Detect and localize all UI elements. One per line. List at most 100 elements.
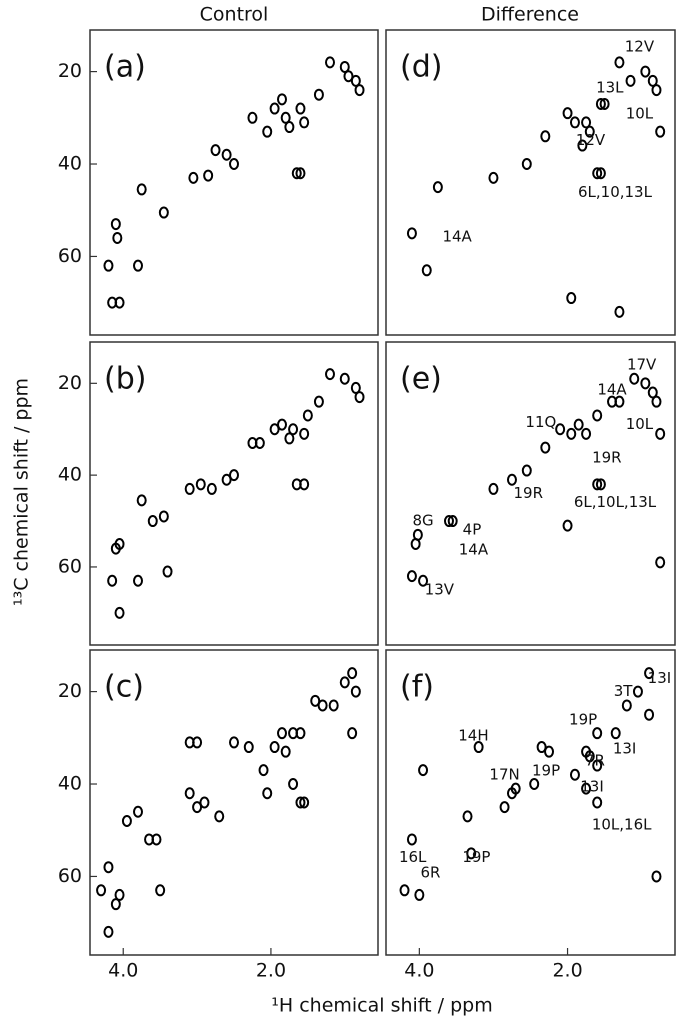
y-axis-label: ¹³C chemical shift / ppm — [11, 378, 33, 606]
peak — [406, 570, 417, 583]
peak — [295, 167, 306, 180]
peak — [136, 183, 147, 196]
annotation: 14A — [459, 540, 489, 558]
peak — [651, 84, 662, 97]
peak — [399, 884, 410, 897]
peak — [269, 102, 280, 115]
peak — [406, 833, 417, 846]
peak — [114, 296, 125, 309]
peak — [432, 181, 443, 194]
peak — [151, 833, 162, 846]
peak — [288, 778, 299, 791]
peak — [214, 810, 225, 823]
peak — [269, 741, 280, 754]
peak — [473, 741, 484, 754]
peak — [288, 423, 299, 436]
peak — [506, 473, 517, 486]
peak — [621, 699, 632, 712]
peak — [184, 787, 195, 800]
peak — [510, 782, 521, 795]
panel-title: (d) — [400, 50, 442, 85]
peak — [110, 898, 121, 911]
peak — [540, 130, 551, 143]
annotation: 10L — [626, 105, 654, 123]
panel-title: (c) — [104, 670, 144, 705]
peak — [354, 391, 365, 404]
peak — [569, 116, 580, 129]
peak — [592, 759, 603, 772]
peak — [103, 925, 114, 938]
peak — [655, 125, 666, 138]
peak — [269, 423, 280, 436]
peak — [229, 158, 239, 171]
peak — [107, 574, 118, 587]
peak — [632, 685, 643, 698]
peak — [299, 478, 310, 491]
peak — [158, 510, 169, 523]
peak — [644, 708, 655, 721]
peak — [350, 381, 361, 394]
peak — [339, 676, 350, 689]
y-tick-label: 20 — [58, 680, 82, 702]
peak — [536, 741, 547, 754]
peak — [350, 74, 361, 87]
peak — [313, 88, 324, 101]
peak — [651, 870, 662, 883]
peak — [414, 888, 425, 901]
y-tick-label: 60 — [58, 245, 82, 267]
annotation: 14A — [442, 228, 472, 246]
panel-title: (b) — [104, 362, 146, 397]
annotation: 13I — [648, 669, 672, 687]
peak — [277, 418, 287, 431]
peak — [488, 482, 499, 495]
x-axis-label: ¹H chemical shift / ppm — [271, 995, 492, 1017]
peak — [610, 727, 621, 740]
peak — [566, 427, 577, 440]
panel-frame — [385, 649, 676, 956]
peak — [347, 667, 358, 680]
annotation: 13I — [613, 739, 637, 757]
panel-frame — [89, 29, 379, 336]
peak — [277, 727, 287, 740]
peak — [644, 667, 655, 680]
annotation: 19P — [532, 762, 560, 780]
annotation: 4P — [463, 521, 482, 539]
peak — [466, 847, 477, 860]
peak — [350, 685, 361, 698]
peak — [262, 125, 273, 138]
peak — [133, 259, 143, 272]
annotation: 14A — [597, 381, 627, 399]
peak — [295, 796, 306, 809]
panel-title: (a) — [104, 50, 146, 85]
peak — [640, 377, 651, 390]
annotation: 8G — [412, 512, 433, 530]
peak — [592, 727, 603, 740]
annotation: 19R — [514, 484, 544, 502]
peak — [614, 305, 625, 318]
peak — [96, 884, 107, 897]
annotation: 14H — [458, 726, 488, 744]
peak — [210, 144, 221, 157]
peak — [155, 884, 166, 897]
annotation: 17V — [627, 355, 657, 373]
annotation: 7R — [585, 751, 605, 769]
peak — [562, 107, 573, 120]
peak — [540, 441, 551, 454]
peak — [221, 473, 232, 486]
peak — [147, 515, 158, 528]
peak — [188, 171, 199, 184]
annotation: 16L — [399, 848, 427, 866]
peak — [499, 801, 510, 814]
peak — [562, 519, 573, 532]
peak — [569, 768, 580, 781]
annotation: 19P — [462, 848, 490, 866]
peak — [262, 787, 273, 800]
peak — [280, 745, 291, 758]
peak — [280, 111, 291, 124]
peak — [192, 736, 203, 749]
annotation: 11Q — [525, 413, 556, 431]
peak — [203, 169, 214, 182]
peak — [640, 65, 651, 78]
peak — [592, 409, 603, 422]
